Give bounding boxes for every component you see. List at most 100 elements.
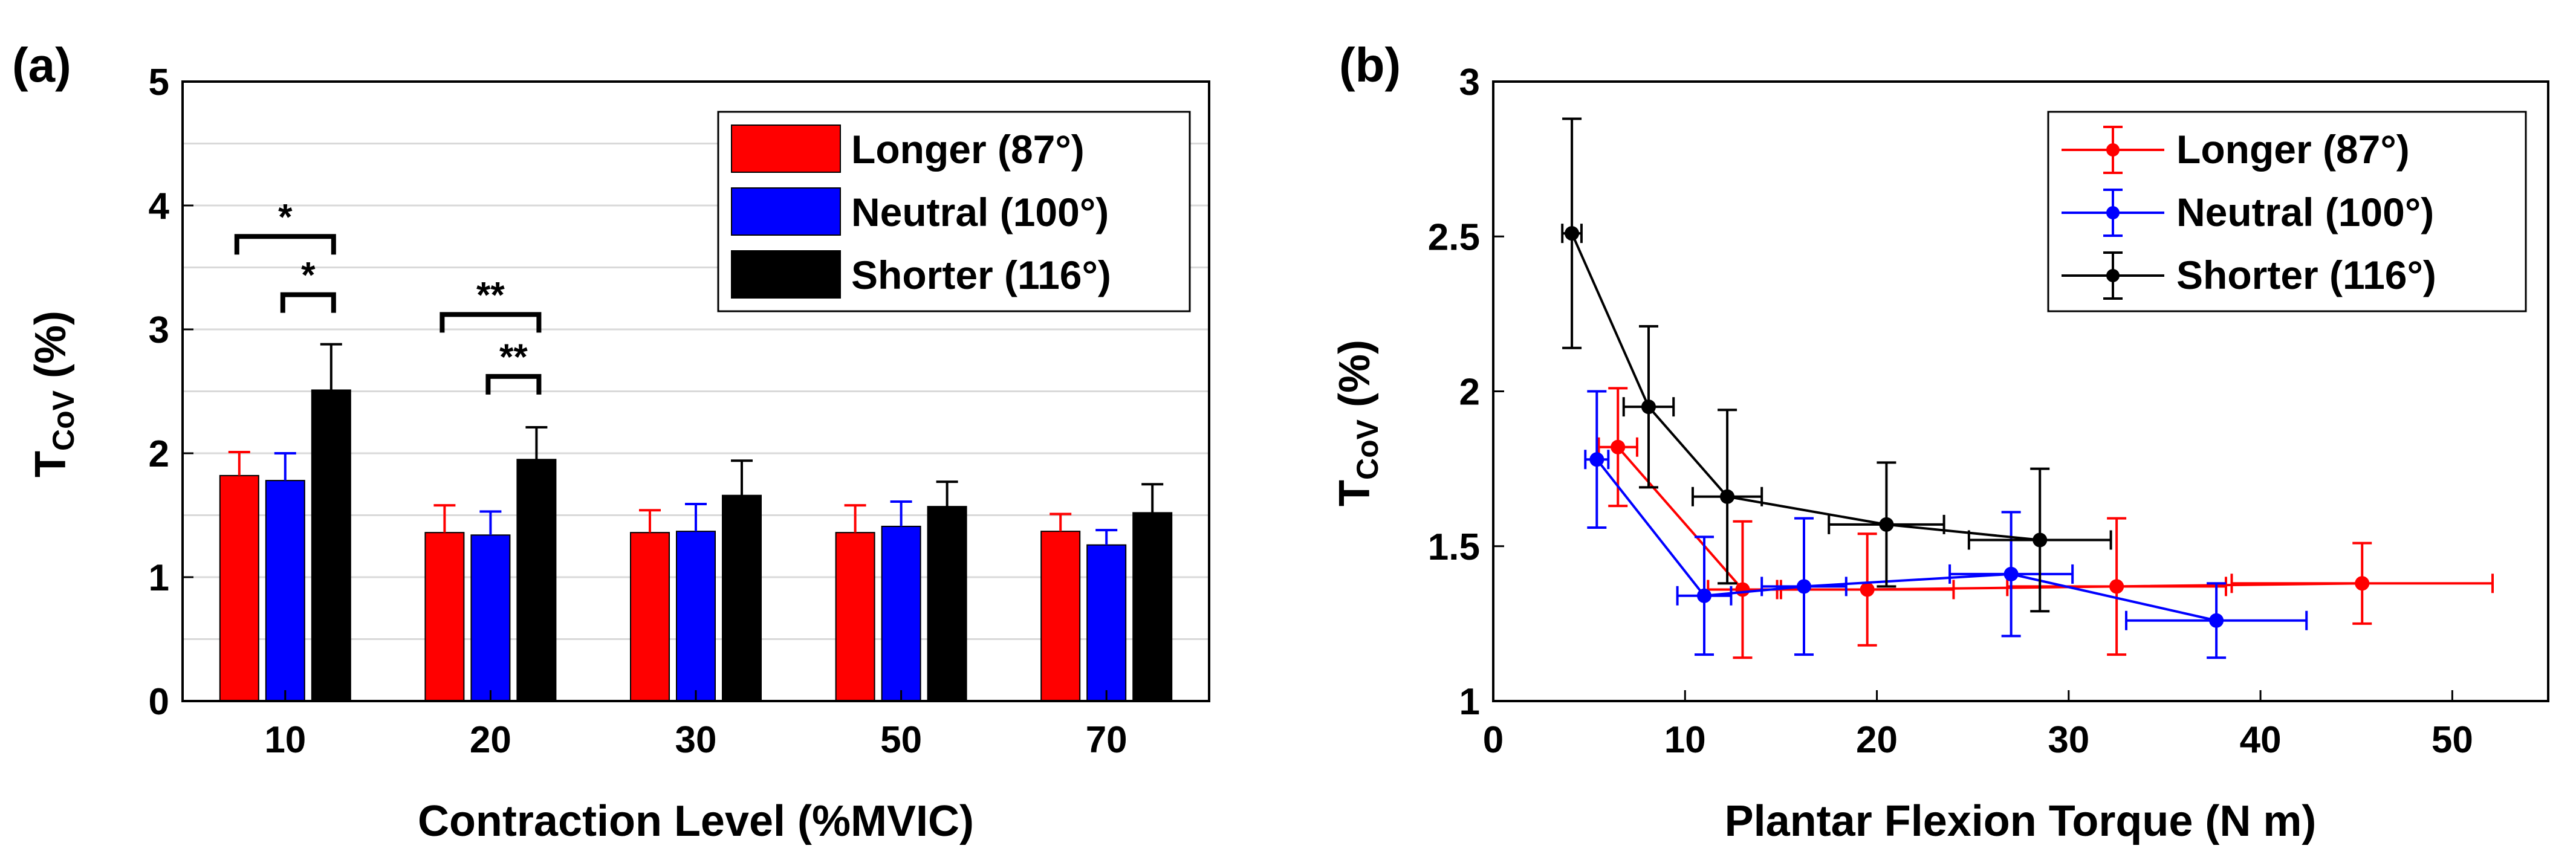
panel-b-legend-point-neutral <box>2106 206 2120 219</box>
panel-a-bar-neutral <box>881 525 921 702</box>
panel-a-legend-label-longer: Longer (87°) <box>851 127 1085 172</box>
panel-b-point-neutral <box>2209 613 2224 628</box>
panel-b-x-axis-label: Plantar Flexion Torque (N m) <box>1725 797 2317 845</box>
panel-a-y-axis-label: TCoV (%) <box>27 311 80 477</box>
panel-a-legend-swatch-neutral <box>731 187 841 236</box>
panel-a-significance-bracket <box>280 292 336 313</box>
panel-b-point-neutral <box>1589 452 1604 467</box>
panel-b-x-ticks: 0 10 20 30 40 50 <box>1483 690 2473 761</box>
panel-a-legend-swatch-shorter <box>731 250 841 299</box>
panel-a-y-tick-label: 1 <box>149 557 169 599</box>
panel-b-y-tick-label: 1.5 <box>1428 526 1480 568</box>
panel-b-x-tick-label: 20 <box>1856 719 1898 761</box>
panel-b-point-shorter <box>1720 489 1735 504</box>
panel-a-significance-label: ** <box>476 274 505 315</box>
panel-b-series-line-shorter <box>1571 233 2040 542</box>
panel-b-point-neutral <box>1697 588 1711 603</box>
panel-a-significance-label: * <box>278 196 293 237</box>
panel-b-legend-marker-neutral <box>2062 189 2164 237</box>
panel-a-bar-longer <box>219 474 259 702</box>
panel-b-x-tick-label: 30 <box>2048 719 2089 761</box>
panel-b-point-longer <box>2355 576 2370 591</box>
panel-b-line-chart: (b) 1 1.5 2 2.5 3 0 10 20 30 40 50 TCoV (%) Plant… <box>1331 38 2549 845</box>
panel-a-y-tick-label: 5 <box>149 62 169 103</box>
panel-a-bar-shorter <box>311 389 351 702</box>
panel-b-series <box>1561 117 2494 659</box>
panel-a-legend-label-shorter: Shorter (116°) <box>851 253 1111 297</box>
panel-b-legend-point-longer <box>2106 143 2120 157</box>
panel-b-y-tick-label: 2 <box>1459 372 1480 413</box>
panel-b-y-tick-label: 2.5 <box>1428 216 1480 258</box>
panel-b-point-neutral <box>1796 579 1811 594</box>
panel-a-significance-bracket <box>440 312 542 333</box>
panel-b-legend-label-neutral: Neutral (100°) <box>2176 190 2434 234</box>
panel-a-ylabel-sub: CoV <box>47 390 80 451</box>
panel-a-x-tick-label: 50 <box>880 719 922 761</box>
panel-b-legend: Longer (87°) Neutral (100°) Shorter (116… <box>2047 111 2527 312</box>
panel-b-y-tick-label: 3 <box>1459 62 1480 103</box>
panel-a-bar-longer <box>1040 531 1081 702</box>
panel-a-bar-shorter <box>722 494 762 702</box>
panel-a-bar-longer <box>835 532 875 702</box>
panel-b-x-tick-label: 40 <box>2240 719 2282 761</box>
panel-b-ylabel-sub: CoV <box>1351 419 1384 480</box>
panel-a-y-tick-label: 3 <box>149 309 169 351</box>
panel-b-label: (b) <box>1339 38 1401 92</box>
panel-a-bar-shorter <box>1132 512 1173 702</box>
panel-a-legend-label-neutral: Neutral (100°) <box>851 190 1109 234</box>
panel-a-bar-longer <box>424 532 465 702</box>
panel-b-point-shorter <box>1641 399 1656 415</box>
panel-b-ylabel-unit: (%) <box>1331 340 1379 419</box>
panel-b-point-neutral <box>2003 566 2019 581</box>
panel-b-y-tick-label: 1 <box>1459 681 1480 723</box>
panel-b-y-ticks: 1 1.5 2 2.5 3 <box>1428 62 1504 723</box>
panel-b-point-longer <box>1860 582 1875 597</box>
panel-a-ylabel-main: T <box>27 451 75 477</box>
panel-a-bar-neutral <box>470 534 511 702</box>
panel-a-x-ticks: 10 20 30 50 70 <box>264 690 1127 761</box>
panel-a-x-tick-label: 10 <box>264 719 306 761</box>
panel-a-bars <box>219 343 1173 702</box>
panel-a-significance-label: * <box>301 255 316 296</box>
panel-a-x-tick-label: 30 <box>675 719 717 761</box>
panel-a-legend-swatch-longer <box>731 124 841 173</box>
panel-b-x-tick-label: 50 <box>2432 719 2473 761</box>
panel-a-gridlines <box>183 143 1209 640</box>
panel-b-legend-marker-shorter <box>2062 251 2164 300</box>
panel-a-bar-neutral <box>265 480 305 702</box>
panel-b-legend-label-longer: Longer (87°) <box>2176 127 2410 172</box>
panel-b-ylabel-main: T <box>1331 480 1379 506</box>
svg-text:TCoV (%): TCoV (%) <box>27 311 80 477</box>
svg-text:TCoV (%): TCoV (%) <box>1331 340 1384 506</box>
panel-a-significance-label: ** <box>499 337 528 377</box>
panel-a-y-ticks: 0 1 2 3 4 5 <box>149 62 193 723</box>
panel-a-x-tick-label: 70 <box>1086 719 1127 761</box>
panel-a-bar-neutral <box>676 531 716 702</box>
panel-a-bar-shorter <box>516 459 557 702</box>
panel-b-x-tick-label: 10 <box>1664 719 1706 761</box>
panel-b-legend-label-shorter: Shorter (116°) <box>2176 253 2436 297</box>
panel-a-legend: Longer (87°) Neutral (100°) Shorter (116… <box>717 111 1191 312</box>
panel-b-point-shorter <box>1565 226 1580 241</box>
panel-b-legend-point-shorter <box>2106 269 2120 282</box>
panel-b-y-axis-label: TCoV (%) <box>1331 340 1384 506</box>
panel-b-point-longer <box>1611 439 1626 454</box>
panel-a-bar-neutral <box>1086 544 1127 702</box>
panel-a-x-axis-label: Contraction Level (%MVIC) <box>418 797 974 845</box>
panel-b-legend-marker-longer <box>2062 126 2164 174</box>
panel-a-bar-longer <box>630 532 670 702</box>
panel-b-x-tick-label: 0 <box>1483 719 1504 761</box>
panel-b-series-line-longer <box>1617 446 2363 591</box>
panel-a-significance-brackets: ** **** <box>234 196 542 395</box>
panel-a-y-tick-label: 0 <box>149 681 169 723</box>
panel-a-significance-bracket <box>485 373 542 395</box>
panel-a-y-tick-label: 2 <box>149 433 169 475</box>
panel-b-point-shorter <box>2033 532 2048 548</box>
panel-b-point-longer <box>2109 579 2124 594</box>
panel-a-x-tick-label: 20 <box>470 719 511 761</box>
panel-a-significance-bracket <box>234 234 336 255</box>
panel-a-ylabel-unit: (%) <box>27 311 75 390</box>
panel-b-point-shorter <box>1879 517 1894 532</box>
